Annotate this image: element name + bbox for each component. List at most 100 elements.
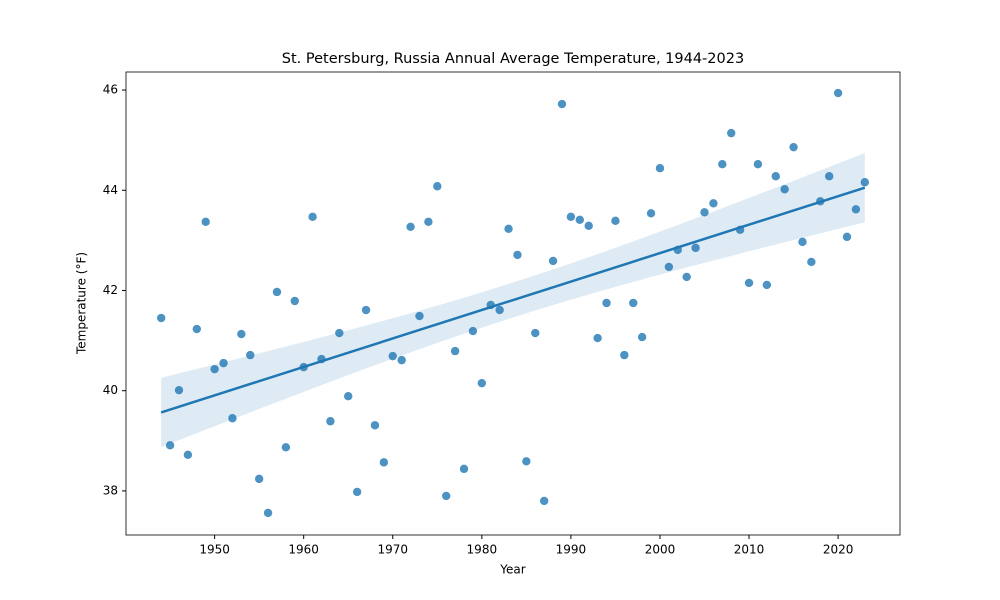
point — [539, 496, 549, 506]
point — [192, 324, 202, 334]
point — [816, 197, 825, 206]
point — [468, 326, 478, 336]
chart-title: St. Petersburg, Russia Annual Average Te… — [282, 51, 744, 67]
point — [602, 298, 611, 308]
point — [637, 332, 647, 342]
point — [593, 333, 602, 343]
point — [513, 250, 522, 260]
point — [682, 272, 691, 282]
point — [486, 300, 495, 310]
point — [156, 313, 166, 323]
y-axis-label: Temperature (°F) — [75, 252, 89, 355]
point — [780, 185, 789, 194]
point — [326, 417, 335, 426]
point — [860, 178, 870, 187]
point — [851, 205, 861, 214]
y-tick-label: 42 — [103, 283, 118, 297]
x-tick-label: 1970 — [377, 543, 408, 557]
point — [165, 441, 175, 450]
x-axis-label: Year — [499, 563, 525, 577]
point — [718, 159, 727, 169]
point — [183, 450, 193, 460]
x-tick-label: 2010 — [734, 543, 765, 557]
point — [504, 224, 513, 234]
point — [263, 508, 273, 518]
x-tick-label: 2000 — [645, 543, 676, 557]
point — [210, 364, 219, 374]
point — [646, 209, 656, 218]
point — [744, 278, 754, 288]
point — [584, 221, 593, 231]
point — [735, 225, 745, 235]
point — [352, 487, 362, 497]
point — [237, 329, 246, 339]
point — [620, 350, 629, 360]
point — [397, 355, 406, 365]
point — [272, 287, 282, 297]
x-tick-label: 1990 — [556, 543, 587, 557]
y-tick-label: 38 — [103, 483, 118, 497]
y-tick-label: 40 — [103, 383, 118, 397]
point — [833, 88, 843, 98]
y-tick-label: 44 — [103, 183, 118, 197]
point — [727, 128, 736, 138]
point — [219, 358, 228, 368]
point — [174, 385, 184, 395]
point — [459, 464, 469, 474]
regression-line — [160, 186, 866, 414]
point — [299, 362, 308, 372]
point — [370, 421, 380, 430]
point — [379, 458, 389, 467]
point — [344, 392, 353, 401]
point — [709, 199, 718, 208]
point — [290, 296, 299, 306]
x-tick-label: 1980 — [467, 543, 498, 557]
point — [228, 414, 237, 423]
point — [771, 172, 780, 181]
point — [441, 491, 451, 501]
point — [281, 443, 291, 452]
point — [531, 328, 540, 338]
point — [406, 222, 415, 232]
point — [201, 217, 210, 227]
point — [789, 142, 798, 152]
point — [415, 311, 424, 321]
point — [842, 232, 852, 242]
point — [495, 305, 504, 315]
point — [655, 164, 665, 173]
point — [807, 257, 816, 267]
point — [424, 217, 433, 227]
point — [308, 212, 317, 222]
point — [557, 99, 567, 109]
plot-frame — [125, 71, 901, 536]
point — [673, 245, 682, 255]
point — [700, 208, 709, 217]
point — [824, 172, 834, 181]
point — [254, 474, 264, 484]
point — [691, 243, 700, 253]
point — [361, 305, 371, 315]
y-tick-label: 46 — [103, 83, 118, 97]
x-tick-label: 1960 — [288, 543, 319, 557]
x-tick-label: 2020 — [823, 543, 854, 557]
point — [798, 237, 807, 247]
point — [629, 298, 638, 308]
point — [317, 354, 326, 364]
point — [246, 350, 255, 360]
point — [477, 378, 487, 388]
point — [388, 351, 397, 361]
point — [566, 212, 576, 222]
point — [611, 216, 620, 226]
point — [664, 262, 674, 272]
point — [522, 457, 531, 466]
x-tick-label: 1950 — [199, 543, 230, 557]
point — [450, 346, 460, 356]
point — [575, 215, 585, 225]
point — [335, 328, 344, 338]
point — [753, 159, 763, 169]
point — [433, 182, 442, 191]
point — [548, 256, 558, 266]
point — [762, 280, 772, 290]
